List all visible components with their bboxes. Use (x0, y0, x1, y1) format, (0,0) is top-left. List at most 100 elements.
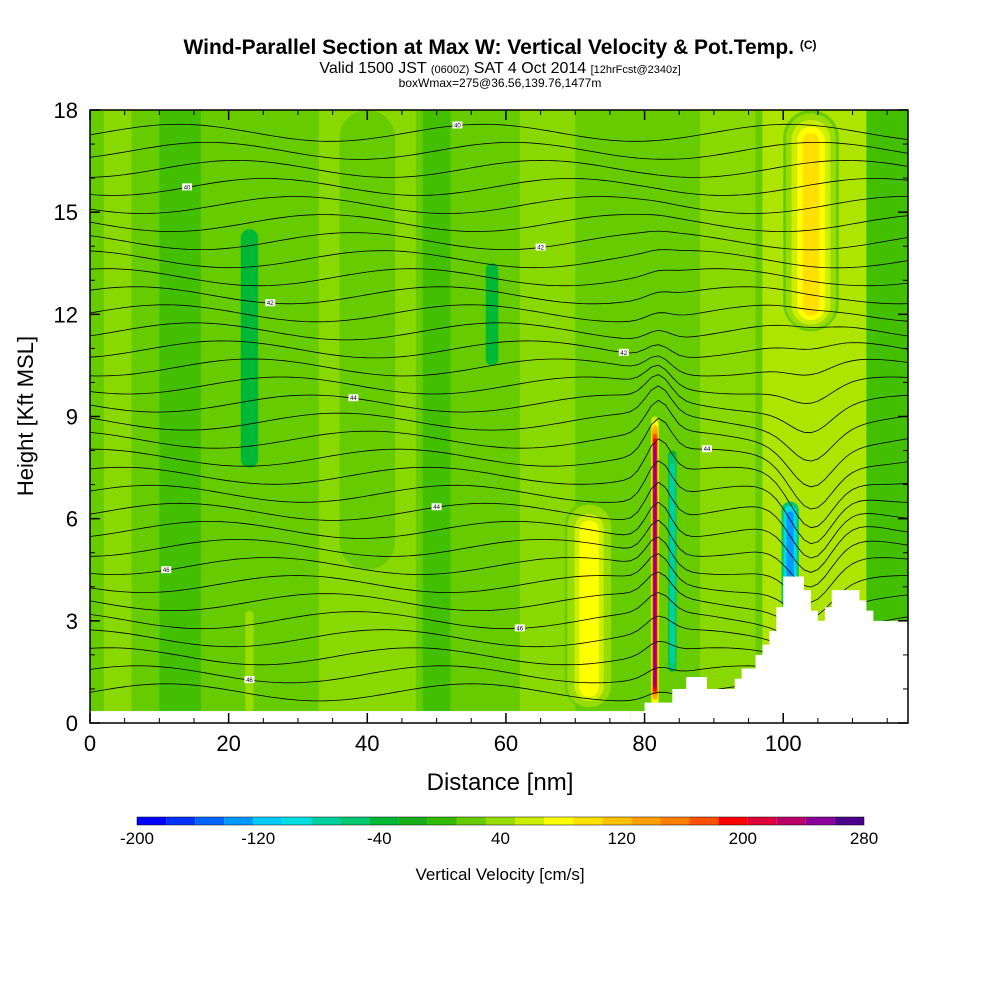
theta-contour-line (90, 178, 908, 196)
x-tick-label: 80 (632, 731, 656, 756)
downdraft-band-layer (490, 273, 494, 359)
theta-contour-line (90, 519, 908, 588)
x-tick-label: 60 (494, 731, 518, 756)
y-tick-label: 0 (66, 711, 78, 736)
colorbar-tick-label: 40 (491, 829, 510, 848)
y-tick-label: 12 (54, 302, 78, 327)
colorbar-swatch (456, 817, 486, 825)
theta-contour-label: 42 (537, 245, 544, 251)
downdraft-band (485, 263, 499, 366)
colorbar-swatch (137, 817, 167, 825)
updraft-band (651, 416, 659, 706)
theta-contour-line (90, 364, 908, 404)
colorbar-swatch (340, 817, 370, 825)
theta-contour-line (90, 553, 908, 619)
colorbar-swatch (224, 817, 254, 825)
theta-label-box (265, 299, 276, 307)
theta-contour-line (90, 268, 908, 287)
theta-contour-line (90, 340, 908, 359)
colorbar-swatch (660, 817, 690, 825)
theta-contour-line (90, 438, 908, 529)
colorbar-swatch (747, 817, 777, 825)
theta-label-box (618, 348, 629, 356)
y-tick-label: 15 (54, 200, 78, 225)
updraft-band-layer (653, 446, 657, 686)
y-axis-label: Height [Kft MSL] (13, 336, 38, 496)
theta-label-box (431, 503, 442, 511)
chart-title: Wind-Parallel Section at Max W: Vertical… (0, 36, 1000, 60)
box-wmax-info: boxWmax=275@36.56,139.76,1477m (398, 76, 602, 90)
theta-contour-line (90, 249, 908, 269)
colorbar-swatch (515, 817, 545, 825)
background-stripe (422, 110, 451, 723)
updraft-band-layer (358, 158, 376, 538)
y-tick-label: 9 (66, 405, 78, 430)
theta-contour-line (90, 571, 908, 633)
theta-contour-line (90, 214, 908, 233)
theta-contour-label: 44 (433, 505, 440, 511)
colorbar-swatch (834, 817, 864, 825)
x-tick-label: 20 (216, 731, 240, 756)
theta-contour-line (90, 399, 908, 488)
theta-label-box (161, 566, 172, 574)
theta-contour-line (90, 123, 908, 142)
theta-contour-label: 42 (620, 351, 627, 357)
valid-time: Valid 1500 JST (319, 60, 427, 77)
colorbar-swatch (776, 817, 806, 825)
colorbar-swatch (602, 817, 632, 825)
theta-contour-label: 46 (246, 678, 253, 684)
theta-contour-label: 42 (267, 301, 274, 307)
y-tick-label: 18 (54, 98, 78, 123)
colorbar-label: Vertical Velocity [cm/s] (415, 865, 584, 884)
updraft-band (783, 110, 839, 332)
forecast-info: [12hrFcst@2340z] (590, 64, 681, 76)
theta-contour-label: 40 (184, 185, 191, 191)
downdraft-band-layer (246, 254, 253, 451)
colorbar-tick-label: -200 (120, 829, 154, 848)
theta-contour-line (90, 417, 908, 510)
theta-contour-line (90, 374, 908, 434)
colorbar-swatch (311, 817, 341, 825)
valid-date: SAT 4 Oct 2014 (473, 60, 587, 77)
chart-subtitle: Valid 1500 JST (0600Z) SAT 4 Oct 2014 [1… (0, 60, 1000, 78)
theta-contour-line (90, 501, 908, 573)
theta-contour-line (90, 142, 908, 160)
colorbar-swatch (485, 817, 516, 825)
updraft-band-layer (581, 523, 597, 695)
theta-contour-line (90, 460, 908, 545)
colorbar-swatch (282, 817, 312, 825)
ground-strip (90, 711, 631, 723)
chart-title-text: Wind-Parallel Section at Max W: Vertical… (183, 36, 794, 59)
copyright-mark: (C) (799, 38, 817, 52)
background-stripe (159, 110, 201, 723)
theta-contour-line (90, 322, 908, 341)
background-stripe (700, 110, 756, 723)
theta-contour-line (90, 196, 908, 214)
colorbar-swatch (544, 817, 574, 825)
updraft-band-layer (802, 133, 820, 316)
theta-contour-line (90, 230, 908, 251)
colorbar-swatch (398, 817, 428, 825)
theta-contour-line (90, 385, 908, 462)
colorbar-tick-label: -120 (241, 829, 275, 848)
theta-label-box (182, 183, 193, 191)
colorbar-swatch (427, 817, 457, 825)
downdraft-band (240, 229, 259, 468)
theta-contours: 46 46 46 44 44 44 42 42 42 40 40 (90, 121, 908, 702)
theta-contour-line (90, 592, 908, 646)
x-tick-label: 0 (84, 731, 96, 756)
updraft-band (242, 603, 257, 717)
x-axis-label: Distance [nm] (427, 769, 574, 796)
theta-label-box (452, 121, 463, 129)
colorbar-swatch (166, 817, 196, 825)
utc-time: (0600Z) (430, 64, 470, 76)
colorbar-swatch (195, 817, 225, 825)
colorbar-tick-label: -40 (367, 829, 392, 848)
colorbar-swatch (253, 817, 283, 825)
theta-contour-label: 40 (454, 123, 461, 129)
colorbar-tick-label: 280 (850, 829, 878, 848)
theta-contour-line (90, 304, 908, 323)
y-tick-label: 3 (66, 609, 78, 634)
downdraft-band-layer (671, 473, 674, 657)
